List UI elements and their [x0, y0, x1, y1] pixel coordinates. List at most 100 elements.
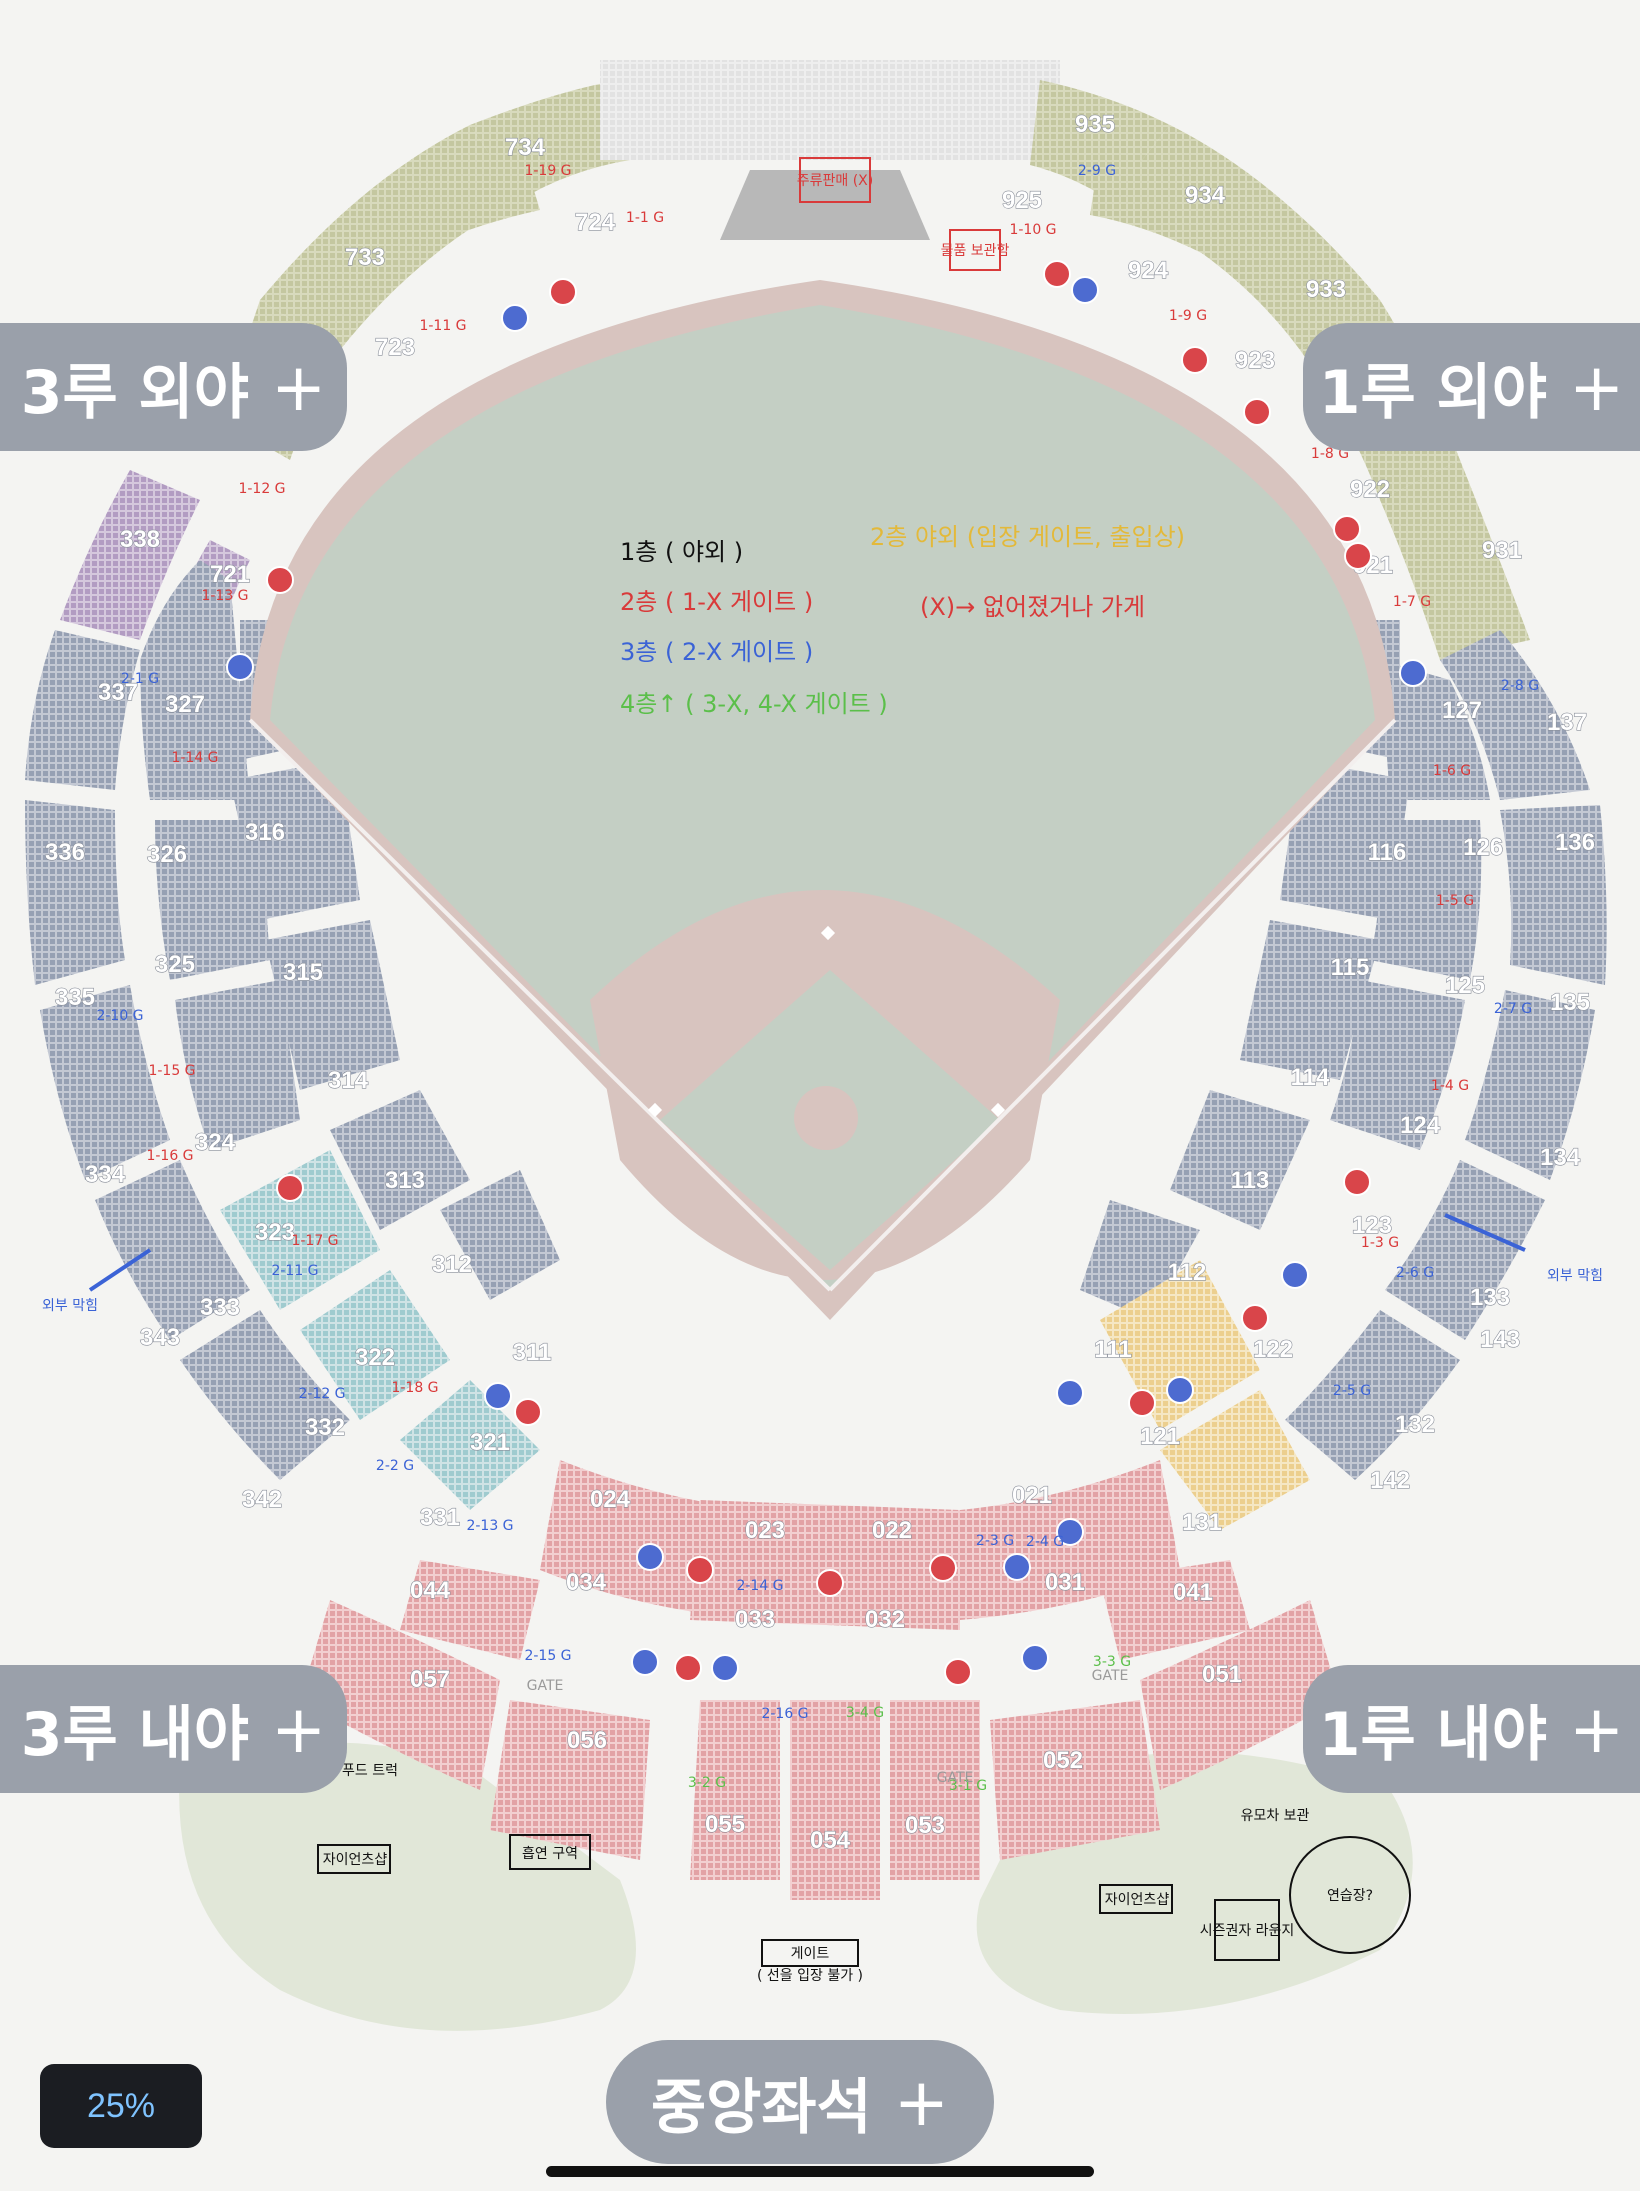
- section-label[interactable]: 032: [864, 1605, 905, 1633]
- right-outfield-button[interactable]: 1루 외야 +: [1303, 323, 1640, 451]
- section-label[interactable]: 922: [1349, 475, 1390, 503]
- section-label[interactable]: 054: [809, 1826, 851, 1854]
- women-restroom-icon[interactable]: [1128, 1389, 1156, 1417]
- section-label[interactable]: 724: [574, 208, 616, 236]
- section-label[interactable]: 143: [1479, 1325, 1520, 1353]
- section-label[interactable]: 133: [1469, 1283, 1510, 1311]
- section-label[interactable]: 324: [194, 1128, 236, 1156]
- section-label[interactable]: 022: [871, 1516, 912, 1544]
- women-restroom-icon[interactable]: [944, 1658, 972, 1686]
- section-label[interactable]: 044: [409, 1576, 451, 1604]
- section-label[interactable]: 733: [344, 243, 385, 271]
- section-label[interactable]: 122: [1252, 1335, 1293, 1363]
- section-label[interactable]: 057: [409, 1665, 450, 1693]
- women-restroom-icon[interactable]: [549, 278, 577, 306]
- section-label[interactable]: 132: [1394, 1410, 1435, 1438]
- section-label[interactable]: 136: [1554, 828, 1595, 856]
- section-label[interactable]: 121: [1139, 1422, 1180, 1450]
- section-label[interactable]: 034: [565, 1568, 607, 1596]
- section-label[interactable]: 023: [744, 1516, 785, 1544]
- section-label[interactable]: 933: [1305, 275, 1346, 303]
- section-label[interactable]: 124: [1399, 1111, 1441, 1139]
- section-label[interactable]: 116: [1367, 838, 1407, 866]
- section-label[interactable]: 337: [97, 678, 138, 706]
- section-label[interactable]: 031: [1044, 1568, 1085, 1596]
- men-restroom-icon[interactable]: [1003, 1553, 1031, 1581]
- section-label[interactable]: 335: [54, 983, 95, 1011]
- men-restroom-icon[interactable]: [1021, 1644, 1049, 1672]
- section-label[interactable]: 342: [241, 1485, 282, 1513]
- section-label[interactable]: 332: [304, 1413, 345, 1441]
- men-restroom-icon[interactable]: [1166, 1376, 1194, 1404]
- section-label[interactable]: 125: [1444, 971, 1485, 999]
- section-label[interactable]: 333: [199, 1293, 240, 1321]
- women-restroom-icon[interactable]: [686, 1556, 714, 1584]
- section-label[interactable]: 723: [374, 333, 415, 361]
- section-label[interactable]: 923: [1234, 346, 1275, 374]
- section-label[interactable]: 112: [1167, 1258, 1207, 1286]
- section-label[interactable]: 338: [119, 525, 160, 553]
- section-label[interactable]: 126: [1462, 833, 1503, 861]
- section-label[interactable]: 931: [1481, 536, 1522, 564]
- section-label[interactable]: 935: [1074, 110, 1115, 138]
- section-label[interactable]: 336: [44, 838, 85, 866]
- women-restroom-icon[interactable]: [816, 1569, 844, 1597]
- section-label[interactable]: 134: [1539, 1143, 1581, 1171]
- men-restroom-icon[interactable]: [631, 1648, 659, 1676]
- section-label[interactable]: 024: [589, 1485, 631, 1513]
- section-label[interactable]: 734: [504, 133, 546, 161]
- section-label[interactable]: 056: [566, 1726, 607, 1754]
- section-label[interactable]: 327: [164, 690, 205, 718]
- men-restroom-icon[interactable]: [1056, 1379, 1084, 1407]
- section-label[interactable]: 311: [512, 1338, 552, 1366]
- section-label[interactable]: 127: [1441, 696, 1482, 724]
- men-restroom-icon[interactable]: [711, 1654, 739, 1682]
- section-label[interactable]: 111: [1094, 1335, 1133, 1363]
- section-label[interactable]: 322: [354, 1343, 395, 1371]
- section-label[interactable]: 051: [1201, 1660, 1242, 1688]
- section-label[interactable]: 135: [1549, 988, 1590, 1016]
- section-label[interactable]: 925: [1001, 186, 1042, 214]
- women-restroom-icon[interactable]: [266, 566, 294, 594]
- section-label[interactable]: 123: [1351, 1211, 1392, 1239]
- section-label[interactable]: 325: [154, 950, 195, 978]
- section-label[interactable]: 033: [734, 1605, 775, 1633]
- women-restroom-icon[interactable]: [1243, 398, 1271, 426]
- men-restroom-icon[interactable]: [484, 1382, 512, 1410]
- section-label[interactable]: 313: [384, 1166, 425, 1194]
- section-label[interactable]: 142: [1369, 1466, 1410, 1494]
- section-label[interactable]: 321: [469, 1428, 510, 1456]
- section-label[interactable]: 934: [1184, 181, 1226, 209]
- section-label[interactable]: 115: [1330, 953, 1370, 981]
- section-label[interactable]: 041: [1172, 1578, 1213, 1606]
- section-label[interactable]: 055: [704, 1810, 745, 1838]
- men-restroom-icon[interactable]: [1281, 1261, 1309, 1289]
- men-restroom-icon[interactable]: [1071, 276, 1099, 304]
- women-restroom-icon[interactable]: [276, 1174, 304, 1202]
- women-restroom-icon[interactable]: [1241, 1304, 1269, 1332]
- women-restroom-icon[interactable]: [1181, 346, 1209, 374]
- men-restroom-icon[interactable]: [226, 653, 254, 681]
- section-label[interactable]: 314: [327, 1066, 369, 1094]
- zoom-indicator[interactable]: 25%: [40, 2064, 202, 2148]
- section-label[interactable]: 315: [282, 958, 323, 986]
- men-restroom-icon[interactable]: [501, 304, 529, 332]
- women-restroom-icon[interactable]: [1343, 1168, 1371, 1196]
- women-restroom-icon[interactable]: [514, 1398, 542, 1426]
- section-label[interactable]: 343: [139, 1323, 180, 1351]
- men-restroom-icon[interactable]: [1056, 1518, 1084, 1546]
- women-restroom-icon[interactable]: [1333, 515, 1361, 543]
- section-label[interactable]: 114: [1290, 1063, 1331, 1091]
- section-label[interactable]: 131: [1181, 1508, 1222, 1536]
- section-label[interactable]: 924: [1127, 256, 1169, 284]
- section-label[interactable]: 721: [209, 560, 250, 588]
- men-restroom-icon[interactable]: [636, 1543, 664, 1571]
- section-label[interactable]: 113: [1230, 1166, 1270, 1194]
- women-restroom-icon[interactable]: [674, 1654, 702, 1682]
- women-restroom-icon[interactable]: [1344, 542, 1372, 570]
- section-label[interactable]: 137: [1546, 708, 1587, 736]
- women-restroom-icon[interactable]: [929, 1554, 957, 1582]
- center-seats-button[interactable]: 중앙좌석 +: [606, 2040, 994, 2164]
- section-label[interactable]: 052: [1042, 1746, 1083, 1774]
- women-restroom-icon[interactable]: [1043, 260, 1071, 288]
